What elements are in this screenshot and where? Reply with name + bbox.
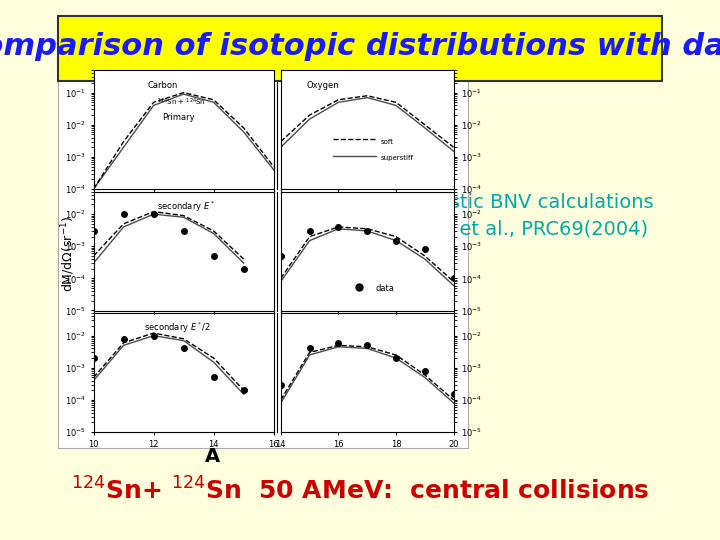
Text: Oxygen: Oxygen: [307, 81, 339, 90]
Text: Comparison of isotopic distributions with data: Comparison of isotopic distributions wit…: [0, 32, 720, 62]
Text: dM/d$\Omega$(sr$^{-1}$): dM/d$\Omega$(sr$^{-1}$): [60, 216, 77, 292]
Text: $^{124}$Sn + $^{124}$Sn: $^{124}$Sn + $^{124}$Sn: [157, 97, 205, 109]
Text: data: data: [376, 285, 395, 294]
Text: A: A: [204, 447, 220, 466]
Text: Stochastic BNV calculations
T.X.Liu et al., PRC69(2004): Stochastic BNV calculations T.X.Liu et a…: [383, 193, 654, 239]
Text: secondary $E^*/2$: secondary $E^*/2$: [144, 321, 210, 335]
Text: soft: soft: [381, 139, 394, 145]
Text: $^{124}$Sn+ $^{124}$Sn  50 AMeV:  central collisions: $^{124}$Sn+ $^{124}$Sn 50 AMeV: central …: [71, 478, 649, 505]
Text: Carbon: Carbon: [148, 81, 178, 90]
Text: secondary $E^*$: secondary $E^*$: [157, 199, 215, 213]
FancyBboxPatch shape: [58, 59, 468, 448]
FancyBboxPatch shape: [58, 16, 662, 81]
Text: Primary: Primary: [162, 113, 194, 122]
Text: superstiff: superstiff: [381, 156, 414, 161]
